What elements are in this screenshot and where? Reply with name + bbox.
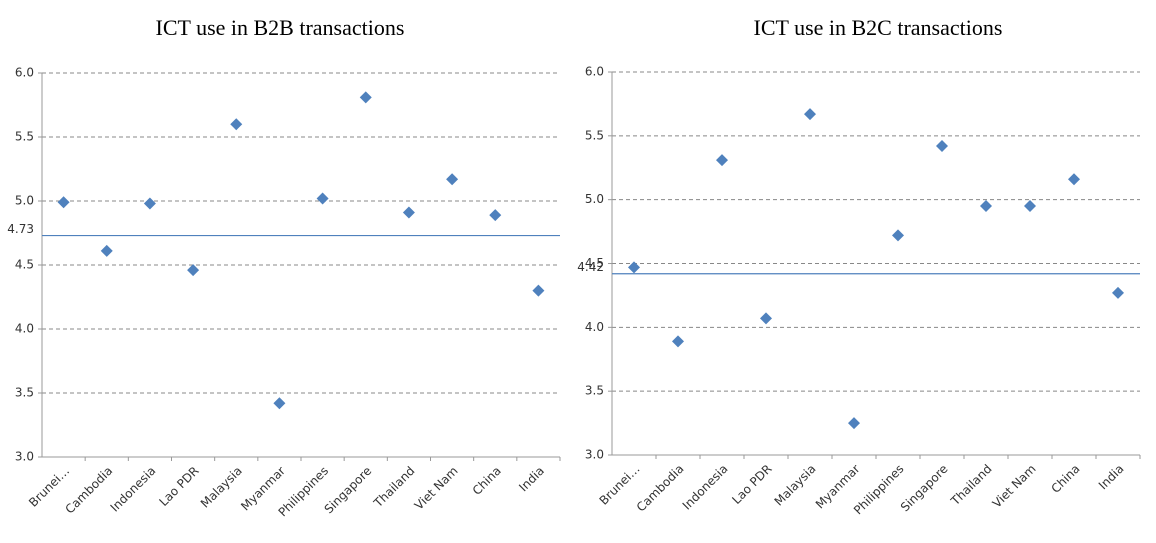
y-tick-label: 3.5 xyxy=(15,386,34,400)
x-tick-label: Indonesia xyxy=(680,462,731,513)
x-tick-label: Cambodia xyxy=(63,464,116,517)
data-point xyxy=(489,209,502,222)
x-tick-label: Thailand xyxy=(370,464,417,511)
y-tick-label: 5.0 xyxy=(585,192,604,206)
y-tick-label: 3.5 xyxy=(585,384,604,398)
x-tick-label: Thailand xyxy=(948,462,995,509)
reference-label: 4.73 xyxy=(7,222,34,236)
x-tick-label: Indonesia xyxy=(108,464,159,515)
data-point xyxy=(936,140,948,153)
y-tick-label: 4.5 xyxy=(585,256,604,270)
y-tick-label: 4.0 xyxy=(15,322,34,336)
chart-title: ICT use in B2B transactions xyxy=(156,15,405,40)
y-tick-label: 3.0 xyxy=(15,450,34,464)
y-tick-label: 3.0 xyxy=(585,448,604,462)
x-tick-label: Lao PDR xyxy=(729,462,774,507)
data-point xyxy=(672,335,684,348)
data-point xyxy=(187,264,200,277)
chart-title: ICT use in B2C transactions xyxy=(754,15,1003,40)
data-point xyxy=(359,91,372,104)
data-point xyxy=(980,200,992,213)
data-point xyxy=(316,192,329,205)
x-tick-label: Viet Nam xyxy=(990,462,1039,511)
y-tick-label: 5.5 xyxy=(15,130,34,144)
x-tick-label: Viet Nam xyxy=(412,464,461,513)
data-point xyxy=(57,196,70,209)
reference-label: 4.42 xyxy=(577,260,604,274)
x-tick-label: India xyxy=(1096,462,1127,493)
x-tick-label: China xyxy=(1048,462,1082,496)
data-point xyxy=(273,397,286,410)
x-tick-label: India xyxy=(516,464,547,495)
data-point xyxy=(100,244,113,257)
data-point xyxy=(532,284,545,297)
y-tick-label: 5.0 xyxy=(15,194,34,208)
x-tick-label: Lao PDR xyxy=(156,464,201,509)
x-tick-label: Cambodia xyxy=(634,462,687,515)
data-point xyxy=(446,173,459,186)
data-point xyxy=(804,108,816,121)
x-tick-label: Brunei… xyxy=(597,462,643,508)
data-point xyxy=(892,229,904,242)
x-tick-label: Singapore xyxy=(322,464,375,517)
y-tick-label: 4.0 xyxy=(585,320,604,334)
data-point xyxy=(716,154,728,167)
y-tick-label: 6.0 xyxy=(15,66,34,80)
x-tick-label: Singapore xyxy=(898,462,951,515)
data-point xyxy=(230,118,243,131)
data-point xyxy=(143,197,156,210)
data-point xyxy=(628,261,640,274)
data-point xyxy=(1112,286,1124,299)
data-point xyxy=(760,312,772,325)
data-point xyxy=(1024,200,1036,213)
y-tick-label: 6.0 xyxy=(585,65,604,79)
y-tick-label: 5.5 xyxy=(585,128,604,142)
y-tick-label: 4.5 xyxy=(15,258,34,272)
data-point xyxy=(402,206,415,219)
x-tick-label: China xyxy=(470,464,504,498)
data-point xyxy=(1068,173,1080,186)
data-point xyxy=(848,417,860,430)
